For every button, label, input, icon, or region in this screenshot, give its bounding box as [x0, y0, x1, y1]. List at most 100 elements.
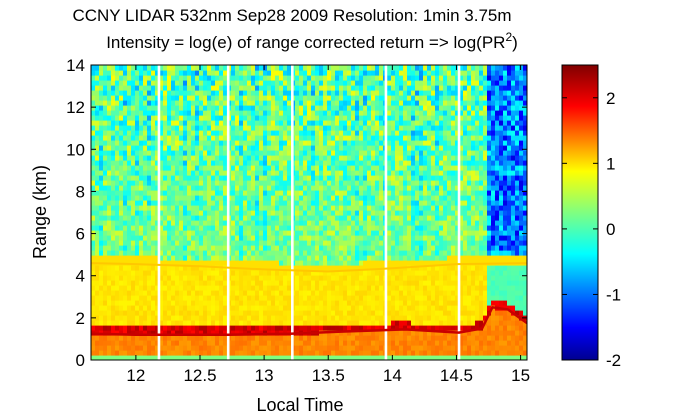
heatmap-cell: [167, 215, 172, 221]
heatmap-cell: [311, 305, 316, 311]
heatmap-cell: [219, 285, 224, 291]
heatmap-cell: [279, 165, 284, 171]
heatmap-cell: [175, 315, 180, 321]
heatmap-cell: [175, 345, 180, 351]
heatmap-cell: [363, 245, 368, 251]
heatmap-cell: [323, 90, 328, 96]
heatmap-cell: [215, 95, 220, 101]
heatmap-cell: [319, 220, 324, 226]
heatmap-cell: [111, 250, 116, 256]
heatmap-cell: [103, 145, 108, 151]
heatmap-cell: [307, 130, 312, 136]
heatmap-cell: [119, 170, 124, 176]
heatmap-cell: [359, 110, 364, 116]
heatmap-cell: [187, 75, 192, 81]
heatmap-cell: [115, 300, 120, 306]
heatmap-cell: [183, 255, 188, 261]
heatmap-cell: [215, 230, 220, 236]
heatmap-cell: [119, 345, 124, 351]
heatmap-cell: [179, 120, 184, 126]
heatmap-cell: [251, 190, 256, 196]
heatmap-cell: [235, 225, 240, 231]
heatmap-cell: [315, 175, 320, 181]
heatmap-cell: [363, 155, 368, 161]
heatmap-cell: [175, 240, 180, 246]
heatmap-cell: [323, 70, 328, 76]
heatmap-cell: [251, 230, 256, 236]
heatmap-cell: [379, 175, 384, 181]
heatmap-cell: [127, 110, 132, 116]
heatmap-cell: [371, 210, 376, 216]
heatmap-cell: [219, 295, 224, 301]
heatmap-cell: [315, 115, 320, 121]
heatmap-cell: [315, 295, 320, 301]
heatmap-cell: [255, 150, 260, 156]
heatmap-cell: [239, 275, 244, 281]
heatmap-cell: [339, 315, 344, 321]
heatmap-cell: [355, 75, 360, 81]
heatmap-cell: [123, 100, 128, 106]
heatmap-cell: [231, 135, 236, 141]
heatmap-cell: [219, 155, 224, 161]
heatmap-cell: [303, 165, 308, 171]
heatmap-cell: [139, 145, 144, 151]
heatmap-cell: [131, 335, 136, 341]
heatmap-cell: [391, 155, 396, 161]
heatmap-cell: [407, 150, 412, 156]
heatmap-cell: [211, 330, 216, 336]
heatmap-cell: [103, 265, 108, 271]
heatmap-cell: [359, 75, 364, 81]
heatmap-cell: [315, 275, 320, 281]
heatmap-cell: [327, 150, 332, 156]
heatmap-cell: [331, 125, 336, 131]
heatmap-cell: [111, 225, 116, 231]
heatmap-cell: [207, 195, 212, 201]
heatmap-cell: [231, 315, 236, 321]
heatmap-cell: [139, 75, 144, 81]
heatmap-cell: [323, 185, 328, 191]
heatmap-cell: [399, 100, 404, 106]
heatmap-cell: [263, 260, 268, 266]
heatmap-cell: [387, 320, 392, 326]
heatmap-cell: [191, 100, 196, 106]
heatmap-cell: [99, 135, 104, 141]
heatmap-cell: [131, 330, 136, 336]
heatmap-cell: [107, 340, 112, 346]
heatmap-cell: [171, 245, 176, 251]
heatmap-cell: [427, 255, 432, 261]
heatmap-cell: [379, 330, 384, 336]
heatmap-cell: [247, 210, 252, 216]
heatmap-cell: [367, 160, 372, 166]
heatmap-cell: [99, 205, 104, 211]
heatmap-cell: [167, 295, 172, 301]
heatmap-cell: [307, 120, 312, 126]
heatmap-cell: [359, 325, 364, 331]
heatmap-cell: [159, 265, 164, 271]
heatmap-cell: [351, 165, 356, 171]
heatmap-cell: [343, 90, 348, 96]
heatmap-cell: [367, 185, 372, 191]
heatmap-cell: [251, 125, 256, 131]
heatmap-cell: [139, 235, 144, 241]
heatmap-cell: [307, 285, 312, 291]
heatmap-cell: [123, 180, 128, 186]
heatmap-cell: [199, 80, 204, 86]
heatmap-cell: [107, 95, 112, 101]
heatmap-cell: [343, 140, 348, 146]
heatmap-cell: [331, 300, 336, 306]
heatmap-cell: [251, 315, 256, 321]
heatmap-cell: [199, 170, 204, 176]
heatmap-cell: [215, 220, 220, 226]
heatmap-cell: [339, 320, 344, 326]
heatmap-cell: [343, 335, 348, 341]
heatmap-cell: [135, 295, 140, 301]
heatmap-cell: [391, 260, 396, 266]
heatmap-cell: [203, 105, 208, 111]
heatmap-cell: [387, 330, 392, 336]
heatmap-cell: [127, 160, 132, 166]
heatmap-cell: [159, 290, 164, 296]
heatmap-cell: [367, 175, 372, 181]
heatmap-cell: [423, 160, 428, 166]
heatmap-cell: [367, 220, 372, 226]
heatmap-cell: [131, 95, 136, 101]
